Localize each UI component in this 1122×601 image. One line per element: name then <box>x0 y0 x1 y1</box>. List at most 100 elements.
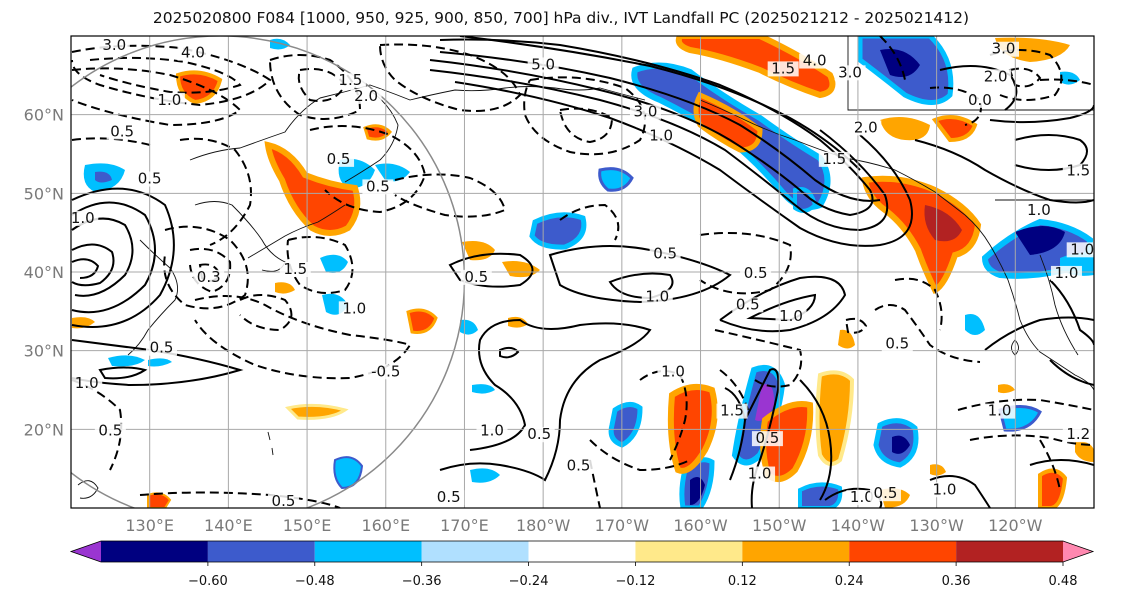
contour-label-bg <box>767 61 799 77</box>
longitude-tick-label: 170°E <box>440 516 489 535</box>
contour-label-bg <box>846 490 878 506</box>
contour-label-bg <box>323 151 355 167</box>
colorbar-swatch <box>421 541 529 562</box>
figure-title: 2025020800 F084 [1000, 950, 925, 900, 85… <box>152 9 970 27</box>
contour-label-bg <box>106 124 138 140</box>
latitude-tick-label: 20°N <box>24 420 64 439</box>
contour-label: 1.0 <box>645 288 669 306</box>
contour-label-bg <box>744 466 776 482</box>
longitude-tick-label: 150°E <box>283 516 332 535</box>
contour-label-bg <box>751 431 783 447</box>
contour-label-bg <box>1062 427 1094 443</box>
contour-label: 0.0 <box>968 91 992 109</box>
contour-label: 0.5 <box>736 295 760 313</box>
contour-label-bg <box>563 458 595 474</box>
contour-label: 0.5 <box>744 264 768 282</box>
contour-label-bg <box>775 309 807 325</box>
contour-label-bg <box>145 340 177 356</box>
contour-label-bg <box>460 269 492 285</box>
contour-label-bg <box>1062 163 1094 179</box>
contour-label-bg <box>740 265 772 281</box>
latitude-tick-label: 40°N <box>24 263 64 282</box>
contour-label: 0.5 <box>150 339 174 357</box>
colorbar-tick-label: −0.48 <box>295 574 335 589</box>
contour-label: 2.0 <box>984 67 1008 85</box>
longitude-tick-label: 160°E <box>361 516 410 535</box>
contour-label: 0.5 <box>437 488 461 506</box>
contour-label-bg <box>928 482 960 498</box>
contour-label: 0.5 <box>527 425 551 443</box>
contour-label: 0.5 <box>653 244 677 262</box>
latitude-labels: 20°N 30°N 40°N 50°N 60°N <box>24 106 64 440</box>
contour-label: 1.5 <box>771 59 795 77</box>
longitude-tick-label: 150°W <box>752 516 807 535</box>
graticule <box>71 36 1094 508</box>
contour-label-bg <box>338 301 370 317</box>
contour-label-bg <box>980 69 1012 85</box>
contour-label: 1.5 <box>822 150 846 168</box>
contour-label-bg <box>71 210 99 226</box>
contour-label: 0.5 <box>885 335 909 353</box>
contour-label-bg <box>988 41 1020 57</box>
colorbar-swatch <box>314 541 422 562</box>
contour-label-bg <box>193 269 225 285</box>
contour-label-bg <box>94 423 126 439</box>
latitude-tick-label: 30°N <box>24 342 64 361</box>
colorbar-swatch <box>71 541 101 562</box>
colorbar-swatch <box>742 541 850 562</box>
longitude-tick-label: 120°W <box>988 516 1043 535</box>
contour-label: 0.5 <box>327 150 351 168</box>
map-frame <box>70 35 1095 509</box>
contour-label-bg <box>523 427 555 443</box>
contour-label: 3.0 <box>838 63 862 81</box>
contour-label: 1.5 <box>1066 162 1090 180</box>
longitude-tick-label: 170°W <box>595 516 650 535</box>
contour-label: 1.2 <box>1066 425 1090 443</box>
contour-label: 3.0 <box>102 36 126 54</box>
contour-label-bg <box>98 37 130 53</box>
longitude-tick-label: 140°W <box>831 516 886 535</box>
contour-label-bg <box>649 246 681 262</box>
latitude-tick-label: 60°N <box>24 106 64 125</box>
contour-label-bg <box>134 171 166 187</box>
map-content: 3.0 4.01.01.52.00.50.50.50.51.00.3 1.51.00… <box>71 36 1094 508</box>
contour-label: 1.0 <box>748 465 772 483</box>
colorbar-swatch <box>528 541 636 562</box>
contour-label-bg <box>1066 242 1094 258</box>
colorbar-tick-label: 0.36 <box>942 574 971 589</box>
contour-label-bg <box>641 289 673 305</box>
contour-label-bg <box>984 403 1016 419</box>
contour-label-bg <box>279 262 311 277</box>
contour-label-bg <box>869 486 901 502</box>
contour-label: -0.5 <box>371 362 400 380</box>
positive-shading <box>72 36 1094 508</box>
contour-label: 1.0 <box>1027 201 1051 219</box>
contour-label: 1.0 <box>661 362 685 380</box>
contour-label: 1.0 <box>1055 264 1079 282</box>
contour-label: 1.0 <box>480 421 504 439</box>
contour-label: 1.0 <box>850 488 874 506</box>
contour-labels: 3.0 4.01.01.52.00.50.50.50.51.00.3 1.51.00… <box>71 36 1094 508</box>
contour-label: 1.5 <box>338 71 362 89</box>
contour-label: 1.0 <box>157 91 181 109</box>
contour-label-bg <box>1023 203 1055 218</box>
colorbar-tick-label: −0.24 <box>509 574 549 589</box>
longitude-tick-label: 130°W <box>909 516 964 535</box>
contour-label-bg <box>365 364 406 380</box>
contour-label: 0.5 <box>464 268 488 286</box>
latitude-tick-label: 50°N <box>24 184 64 203</box>
contour-label-bg <box>818 151 850 167</box>
contour-label-bg <box>657 364 689 380</box>
contour-label: 1.0 <box>342 299 366 317</box>
colorbar-tick-label: 0.48 <box>1049 574 1078 589</box>
longitude-tick-label: 160°W <box>673 516 728 535</box>
contour-label-bg <box>645 128 677 144</box>
contour-label-bg <box>267 494 299 508</box>
contour-label-bg <box>732 297 764 313</box>
contour-label-bg <box>153 92 185 108</box>
contour-label: 3.0 <box>992 40 1016 58</box>
contour-label-bg <box>1050 265 1082 281</box>
contour-label: 3.0 <box>634 103 658 121</box>
